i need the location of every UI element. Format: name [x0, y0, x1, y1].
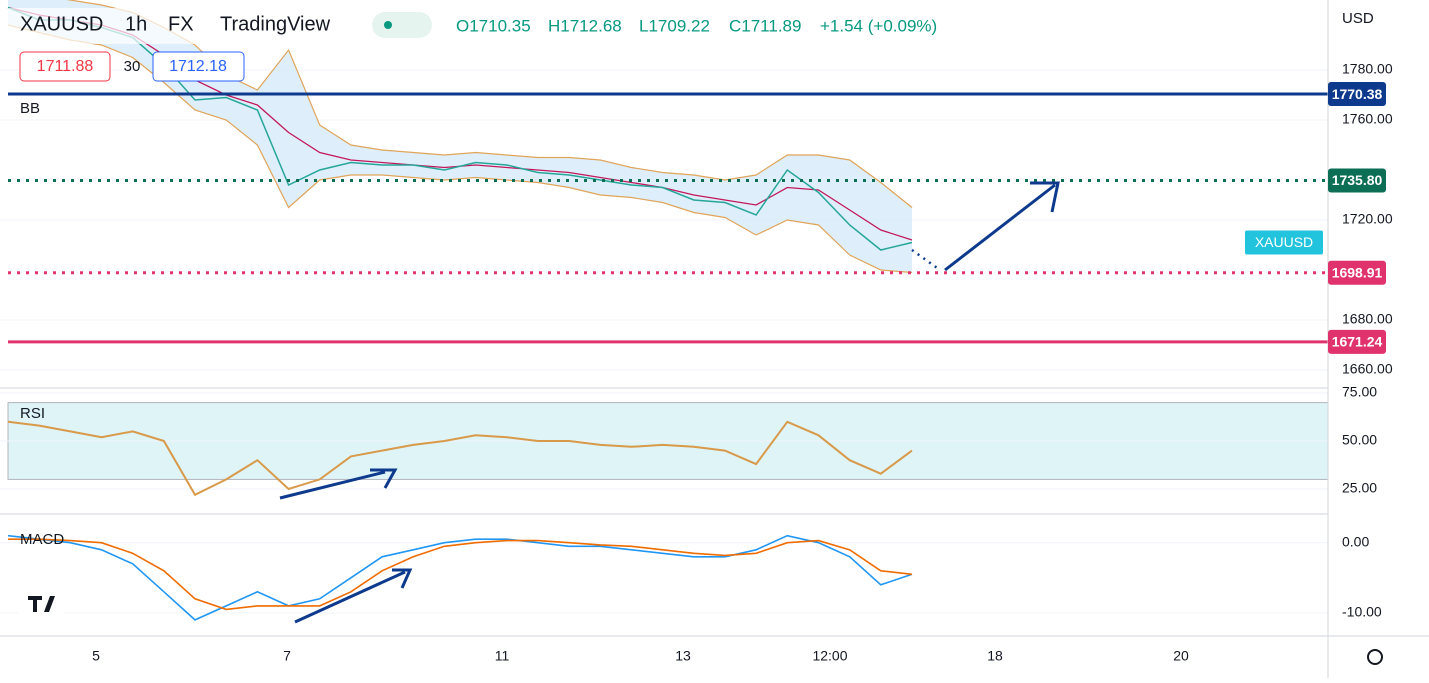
x-tick-label: 18 [987, 648, 1003, 664]
header-bg [8, 8, 428, 44]
ask: 1712.18 [169, 58, 227, 75]
spread: 30 [124, 58, 141, 75]
currency[interactable]: USD [1342, 10, 1374, 27]
symbol[interactable]: XAUUSD [20, 13, 103, 35]
y-tick-label: 25.00 [1342, 480, 1377, 496]
annotation-arrow [279, 468, 413, 624]
level-tag [1328, 168, 1386, 193]
level-tag [1328, 329, 1386, 354]
y-tick-label: 1680.00 [1342, 311, 1393, 327]
y-tick-label: -10.00 [1342, 604, 1382, 620]
x-tick-label: 5 [92, 648, 100, 664]
y-tick-label: 50.00 [1342, 432, 1377, 448]
symbol-tag [1245, 230, 1323, 255]
symbol-tag-label: XAUUSD [1255, 234, 1313, 250]
open: O1710.35 [456, 16, 531, 35]
source: TradingView [220, 13, 331, 35]
bb-band [8, 0, 912, 273]
level-tag [1328, 82, 1386, 107]
level-label: 1770.38 [1332, 86, 1383, 102]
level-label: 1698.91 [1332, 264, 1383, 280]
level-label: 1735.80 [1332, 172, 1383, 188]
y-tick-label: 0.00 [1342, 533, 1369, 549]
high: H1712.68 [548, 16, 622, 35]
x-tick-label: 7 [283, 648, 291, 664]
projection [911, 248, 941, 272]
level-label: 1671.24 [1332, 334, 1383, 350]
bid: 1711.88 [37, 58, 94, 75]
status-pill[interactable] [372, 12, 432, 38]
macd-line [7, 534, 913, 621]
close: C1711.89 [729, 16, 801, 35]
logo [18, 582, 64, 624]
signal-line [8, 538, 913, 611]
y-tick-label: 1720.00 [1342, 211, 1393, 227]
x-tick-label: 13 [675, 648, 691, 664]
y-tick-label: 75.00 [1342, 384, 1377, 400]
rsi-line [7, 420, 913, 497]
logo-mark [28, 596, 55, 612]
settings[interactable] [1367, 649, 1383, 665]
interval[interactable]: 1h [125, 13, 147, 35]
x-tick-label: 11 [495, 648, 510, 664]
sell-button[interactable] [19, 51, 111, 82]
y-tick-label: 1780.00 [1342, 61, 1393, 77]
exchange: FX [168, 13, 194, 35]
buy-button[interactable] [152, 51, 245, 82]
y-tick-label: 1760.00 [1342, 111, 1393, 127]
rsi-label: RSI [20, 405, 45, 422]
y-tick-label: 1660.00 [1342, 361, 1393, 377]
change: +1.54 (+0.09%) [820, 16, 937, 35]
status-dot [384, 21, 392, 29]
annotation-arrow [944, 181, 1060, 272]
low: L1709.22 [639, 16, 710, 35]
bb-label: BB [20, 100, 40, 117]
macd-label: MACD [20, 531, 64, 548]
x-tick-label: 12:00 [812, 648, 847, 664]
level-tag [1328, 260, 1386, 285]
x-tick-label: 20 [1173, 648, 1189, 664]
